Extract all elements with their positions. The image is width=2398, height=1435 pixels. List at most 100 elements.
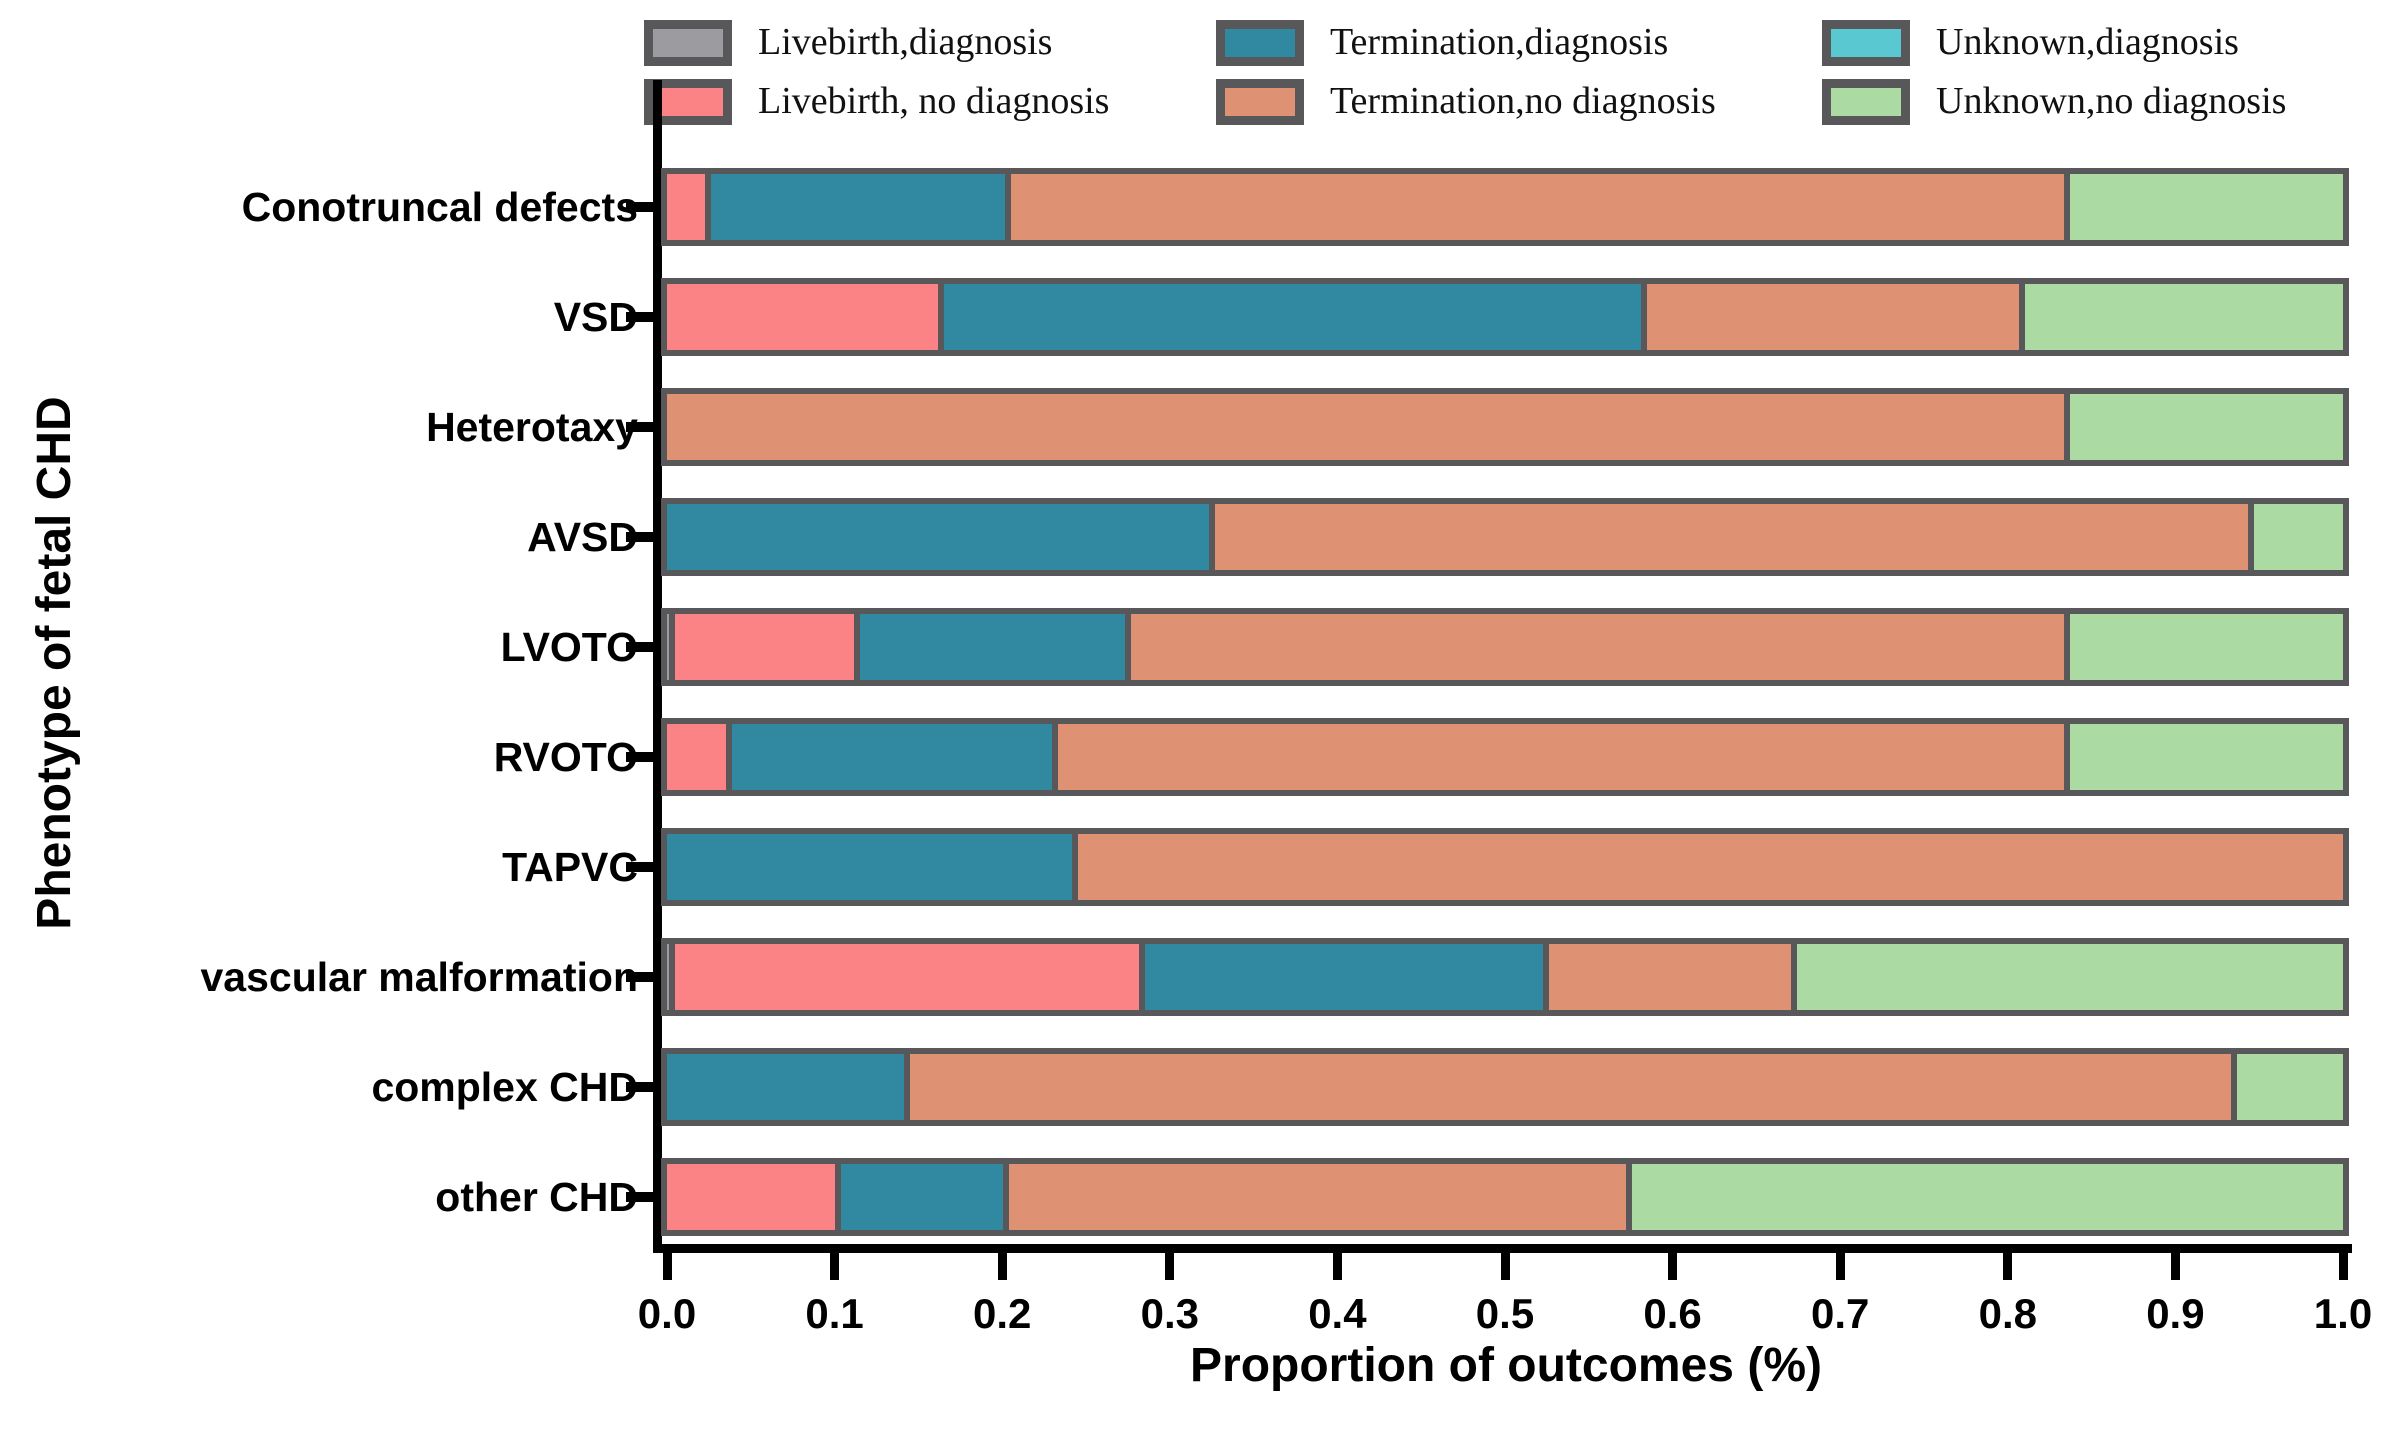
category-label-rvoto: RVOTO [493, 734, 638, 780]
bar-segment-unknown-no-diagnosis [2254, 504, 2343, 570]
stacked-bar-vascular-malformation [661, 938, 2349, 1016]
bar-segment-termination-diagnosis [943, 284, 1648, 350]
bar-segment-unknown-no-diagnosis [2237, 1054, 2343, 1120]
category-label-lvoto: LVOTO [500, 624, 638, 670]
x-axis-tick-label: 0.5 [1475, 1290, 1535, 1337]
category-tick [626, 752, 653, 762]
legend-label: Unknown,no diagnosis [1936, 80, 2287, 123]
legend-item-termination-no-diagnosis: Termination,no diagnosis [1216, 79, 1822, 125]
stacked-bar-avsd [661, 498, 2349, 576]
x-axis-tick-label: 0.4 [1308, 1290, 1367, 1337]
bar-segment-termination-diagnosis [667, 834, 1078, 900]
x-axis-tick-label: 0.7 [1810, 1290, 1870, 1337]
bar-row-other-chd [661, 1158, 2349, 1236]
bar-row-rvoto [661, 718, 2349, 796]
x-axis-tick-label: 0.6 [1643, 1290, 1702, 1337]
bar-segment-termination-no-diagnosis [1010, 174, 2070, 240]
legend-label: Termination,no diagnosis [1330, 80, 1716, 123]
x-axis-tick [997, 1253, 1007, 1280]
x-axis-tick-label: 0.3 [1140, 1290, 1199, 1337]
bar-segment-unknown-no-diagnosis [2069, 394, 2343, 460]
legend-label: Livebirth,diagnosis [758, 21, 1053, 64]
x-axis-line [653, 1244, 2352, 1253]
legend-label: Unknown,diagnosis [1936, 21, 2239, 64]
bar-segment-termination-diagnosis [1144, 944, 1549, 1010]
legend-swatch-unknown-no-diagnosis [1822, 79, 1910, 125]
category-label-complex-chd: complex CHD [371, 1064, 638, 1110]
x-axis-tick-label: 0.2 [972, 1290, 1032, 1337]
stacked-bar-tapvc [661, 828, 2349, 906]
bar-segment-unknown-no-diagnosis [1796, 944, 2343, 1010]
x-axis-tick [1332, 1253, 1342, 1280]
bar-segment-livebirth-no-diagnosis [667, 1164, 842, 1230]
category-tick [626, 312, 653, 322]
bar-row-heterotaxy [661, 388, 2349, 466]
x-axis-tick-label: 0.1 [805, 1290, 864, 1337]
x-axis-tick [1165, 1253, 1175, 1280]
bar-segment-termination-no-diagnosis [1057, 724, 2070, 790]
bar-row-lvoto [661, 608, 2349, 686]
category-label-other-chd: other CHD [435, 1174, 638, 1220]
x-axis-tick-label: 0.0 [637, 1290, 697, 1337]
x-axis-tick [2003, 1253, 2013, 1280]
bar-segment-termination-diagnosis [732, 724, 1058, 790]
bar-segment-termination-diagnosis [667, 1054, 911, 1120]
bar-segment-livebirth-diagnosis [667, 944, 676, 1010]
category-label-heterotaxy: Heterotaxy [426, 404, 638, 450]
bar-row-conotruncal-defects [661, 168, 2349, 246]
plot-area [661, 85, 2349, 1244]
bar-segment-termination-no-diagnosis [1077, 834, 2343, 900]
bar-segment-unknown-no-diagnosis [1632, 1164, 2343, 1230]
stacked-bar-other-chd [661, 1158, 2349, 1236]
stacked-bar-rvoto [661, 718, 2349, 796]
category-label-vascular-malformation: vascular malformation [200, 954, 639, 1000]
bar-segment-livebirth-diagnosis [667, 614, 676, 680]
legend-item-unknown-no-diagnosis: Unknown,no diagnosis [1822, 79, 2286, 125]
bar-segment-termination-no-diagnosis [1548, 944, 1797, 1010]
stacked-bar-conotruncal-defects [661, 168, 2349, 246]
x-axis-tick [830, 1253, 840, 1280]
bar-row-complex-chd [661, 1048, 2349, 1126]
category-tick [626, 862, 653, 872]
bar-segment-livebirth-no-diagnosis [667, 284, 944, 350]
x-axis-tick [1668, 1253, 1678, 1280]
x-axis-tick [1835, 1253, 1845, 1280]
category-tick [626, 1192, 653, 1202]
category-tick [626, 422, 653, 432]
bar-segment-unknown-no-diagnosis [2024, 284, 2343, 350]
category-label-conotruncal-defects: Conotruncal defects [241, 184, 638, 230]
legend-label: Livebirth, no diagnosis [758, 80, 1110, 123]
bar-segment-termination-no-diagnosis [1647, 284, 2025, 350]
bar-segment-livebirth-no-diagnosis [667, 174, 711, 240]
bar-segment-termination-diagnosis [841, 1164, 1009, 1230]
legend-swatch-termination-diagnosis [1216, 20, 1304, 66]
x-axis-tick-label: 1.0 [2313, 1290, 2373, 1337]
x-axis-tick [662, 1253, 672, 1280]
bar-segment-termination-no-diagnosis [667, 394, 2070, 460]
bar-segment-livebirth-no-diagnosis [667, 724, 733, 790]
category-tick [626, 972, 653, 982]
category-label-avsd: AVSD [527, 514, 638, 560]
x-axis-tick-label: 0.9 [2146, 1290, 2205, 1337]
bar-segment-termination-diagnosis [710, 174, 1011, 240]
bar-segment-termination-no-diagnosis [910, 1054, 2238, 1120]
legend-swatch-termination-no-diagnosis [1216, 79, 1304, 125]
bar-row-vsd [661, 278, 2349, 356]
x-axis-tick [2338, 1253, 2348, 1280]
legend-swatch-livebirth-diagnosis [644, 20, 732, 66]
x-axis-title: Proportion of outcomes (%) [1190, 1339, 1822, 1392]
category-tick [626, 532, 653, 542]
x-axis-tick [2170, 1253, 2180, 1280]
x-axis-tick [1500, 1253, 1510, 1280]
bar-segment-livebirth-no-diagnosis [675, 614, 860, 680]
y-axis-line [653, 80, 662, 1252]
legend-label: Termination,diagnosis [1330, 21, 1669, 64]
legend-swatch-unknown-diagnosis [1822, 20, 1910, 66]
legend-item-termination-diagnosis: Termination,diagnosis [1216, 20, 1822, 66]
bar-row-tapvc [661, 828, 2349, 906]
legend-item-unknown-diagnosis: Unknown,diagnosis [1822, 20, 2286, 66]
bar-segment-livebirth-no-diagnosis [675, 944, 1145, 1010]
stacked-bar-vsd [661, 278, 2349, 356]
bar-segment-unknown-no-diagnosis [2069, 614, 2343, 680]
